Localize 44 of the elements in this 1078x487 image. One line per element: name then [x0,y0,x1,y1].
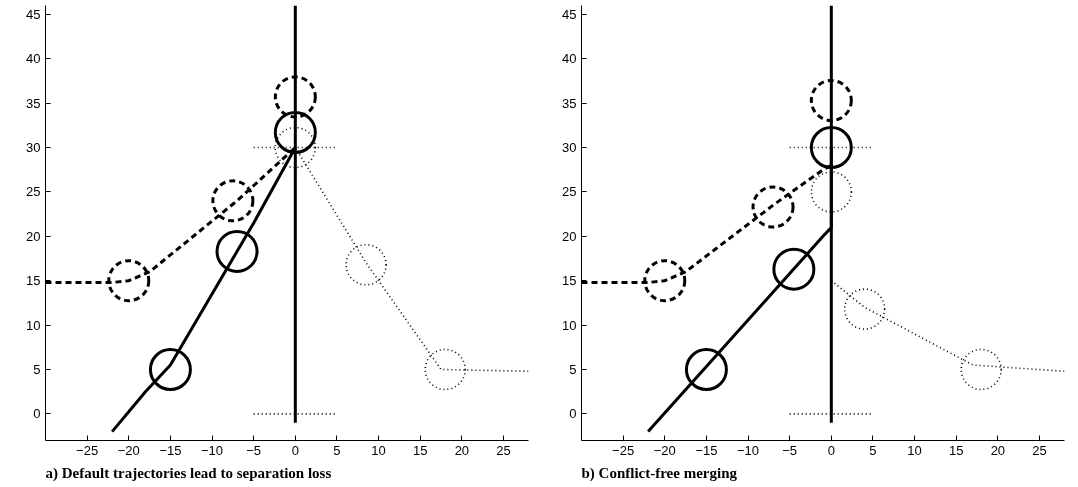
y-tick-label: 15 [562,273,577,289]
x-tick-label: 20 [990,442,1006,458]
text: b) Conflict-free merging [581,464,738,482]
y-tick-label: 5 [33,361,41,377]
x-tick-label: −15 [159,442,182,458]
y-tick-label: 45 [26,6,41,22]
x-tick-label: −25 [76,442,99,458]
x-tick-label: −20 [653,442,676,458]
y-tick-label: 15 [26,273,41,289]
x-tick-label: 15 [949,442,964,458]
x-tick-label: 15 [413,442,428,458]
x-tick-label: −10 [201,442,224,458]
y-tick-label: 40 [26,51,41,67]
y-tick-label: 45 [562,6,577,22]
x-tick-label: −5 [246,442,262,458]
y-tick-label: 20 [26,228,41,244]
text: a) Default trajectories lead to separation loss [45,464,332,482]
y-tick-label: 35 [26,95,41,111]
x-tick-label: −10 [737,442,760,458]
x-tick-label: −15 [695,442,718,458]
y-tick-label: 25 [26,184,41,200]
x-tick-label: 25 [496,442,511,458]
x-tick-label: 5 [333,442,341,458]
y-tick-label: 10 [562,317,577,333]
x-tick-label: −20 [117,442,140,458]
x-tick-label: −5 [782,442,798,458]
y-tick-label: 0 [569,406,577,422]
y-tick-label: 30 [26,140,41,156]
x-tick-label: 10 [371,442,386,458]
y-tick-label: 40 [562,51,577,67]
x-tick-label: −25 [612,442,635,458]
x-tick-label: 20 [454,442,470,458]
y-tick-label: 5 [569,361,577,377]
y-tick-label: 20 [562,228,577,244]
x-tick-label: 5 [869,442,877,458]
y-tick-label: 10 [26,317,41,333]
y-tick-label: 35 [562,95,577,111]
y-tick-label: 30 [562,140,577,156]
x-tick-label: 0 [291,442,299,458]
y-tick-label: 25 [562,184,577,200]
x-tick-label: 10 [907,442,922,458]
x-tick-label: 25 [1032,442,1047,458]
y-tick-label: 0 [33,406,41,422]
x-tick-label: 0 [827,442,835,458]
